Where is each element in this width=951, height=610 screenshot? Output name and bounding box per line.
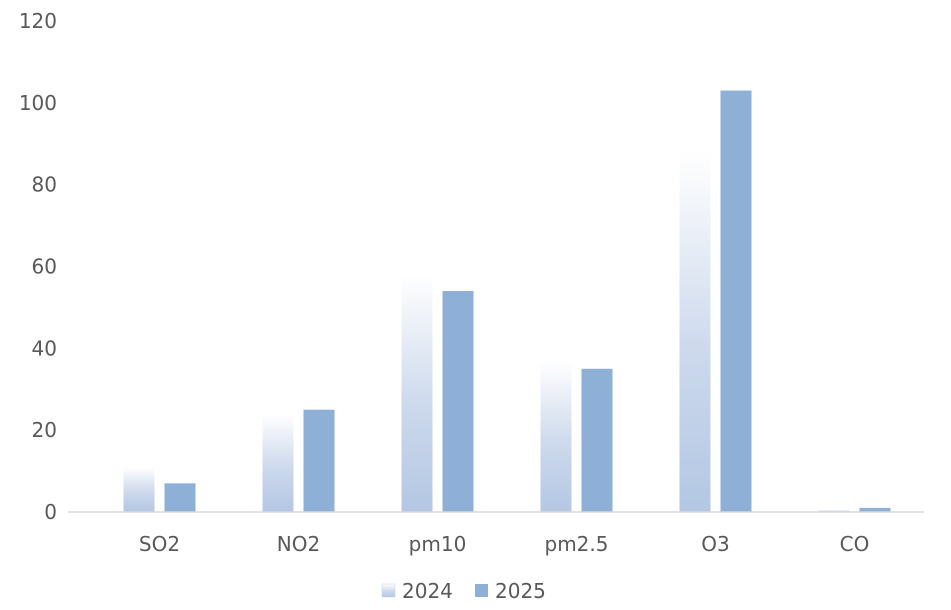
bar-2025-so2 — [164, 483, 196, 512]
bar-2025-o3 — [720, 90, 752, 512]
y-tick-label: 20 — [32, 418, 57, 442]
y-tick-label: 60 — [32, 255, 57, 279]
x-axis-labels: SO2 NO2 pm10 pm2.5 O3 CO — [139, 532, 869, 556]
legend: 2024 2025 — [381, 579, 546, 603]
legend-swatch-2025 — [475, 584, 488, 597]
y-tick-label: 100 — [19, 91, 57, 115]
bar-2024-o3 — [679, 151, 711, 512]
y-tick-label: 120 — [19, 9, 57, 33]
legend-label-2024: 2024 — [402, 579, 453, 603]
x-tick-label: O3 — [701, 532, 729, 556]
x-tick-label: NO2 — [277, 532, 320, 556]
bar-2024-pm10 — [401, 274, 433, 512]
y-tick-label: 0 — [44, 500, 57, 524]
x-tick-label: pm2.5 — [545, 532, 609, 556]
legend-label-2025: 2025 — [495, 579, 546, 603]
x-tick-label: CO — [840, 532, 870, 556]
y-tick-label: 80 — [32, 173, 57, 197]
bar-2024-so2 — [123, 466, 155, 512]
bar-2024-co — [818, 509, 850, 512]
bar-2025-pm10 — [442, 291, 474, 512]
bar-2025-pm25 — [581, 368, 613, 512]
bar-2025-no2 — [303, 409, 335, 512]
x-tick-label: SO2 — [139, 532, 180, 556]
y-axis-ticks: 0 20 40 60 80 100 120 — [19, 9, 57, 524]
bars-group — [123, 90, 891, 512]
bar-2024-pm25 — [540, 360, 572, 512]
x-tick-label: pm10 — [409, 532, 467, 556]
bar-2025-co — [859, 507, 891, 512]
y-tick-label: 40 — [32, 336, 57, 360]
legend-swatch-2024 — [381, 583, 396, 598]
bar-2024-no2 — [262, 413, 294, 512]
